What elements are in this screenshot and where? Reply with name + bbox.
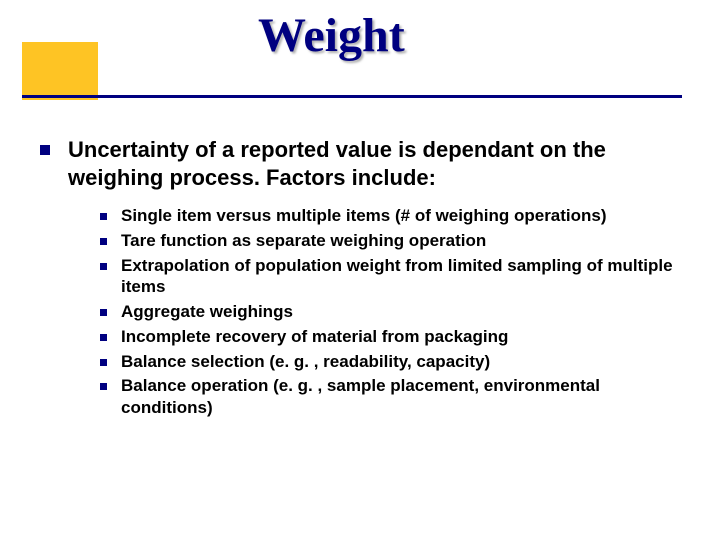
level2-text: Incomplete recovery of material from pac… bbox=[121, 326, 508, 348]
slide-title: Weight bbox=[258, 8, 405, 63]
square-bullet-icon bbox=[100, 238, 107, 245]
square-bullet-icon bbox=[100, 213, 107, 220]
bullet-level2: Aggregate weighings bbox=[100, 301, 680, 323]
level2-text: Tare function as separate weighing opera… bbox=[121, 230, 486, 252]
sub-bullet-list: Single item versus multiple items (# of … bbox=[100, 205, 680, 419]
square-bullet-icon bbox=[100, 383, 107, 390]
slide-body: Uncertainty of a reported value is depen… bbox=[40, 136, 680, 422]
bullet-level2: Incomplete recovery of material from pac… bbox=[100, 326, 680, 348]
accent-square bbox=[22, 42, 98, 100]
title-underline bbox=[22, 95, 682, 98]
bullet-level2: Extrapolation of population weight from … bbox=[100, 255, 680, 299]
bullet-level2: Single item versus multiple items (# of … bbox=[100, 205, 680, 227]
square-bullet-icon bbox=[40, 145, 50, 155]
square-bullet-icon bbox=[100, 263, 107, 270]
square-bullet-icon bbox=[100, 359, 107, 366]
bullet-level1: Uncertainty of a reported value is depen… bbox=[40, 136, 680, 191]
slide-root: Weight Uncertainty of a reported value i… bbox=[0, 0, 720, 540]
level2-text: Extrapolation of population weight from … bbox=[121, 255, 680, 299]
bullet-level2: Balance selection (e. g. , readability, … bbox=[100, 351, 680, 373]
bullet-level2: Tare function as separate weighing opera… bbox=[100, 230, 680, 252]
level2-text: Balance operation (e. g. , sample placem… bbox=[121, 375, 680, 419]
level1-text: Uncertainty of a reported value is depen… bbox=[68, 136, 680, 191]
level2-text: Aggregate weighings bbox=[121, 301, 293, 323]
bullet-level2: Balance operation (e. g. , sample placem… bbox=[100, 375, 680, 419]
level2-text: Balance selection (e. g. , readability, … bbox=[121, 351, 490, 373]
square-bullet-icon bbox=[100, 309, 107, 316]
square-bullet-icon bbox=[100, 334, 107, 341]
level2-text: Single item versus multiple items (# of … bbox=[121, 205, 607, 227]
